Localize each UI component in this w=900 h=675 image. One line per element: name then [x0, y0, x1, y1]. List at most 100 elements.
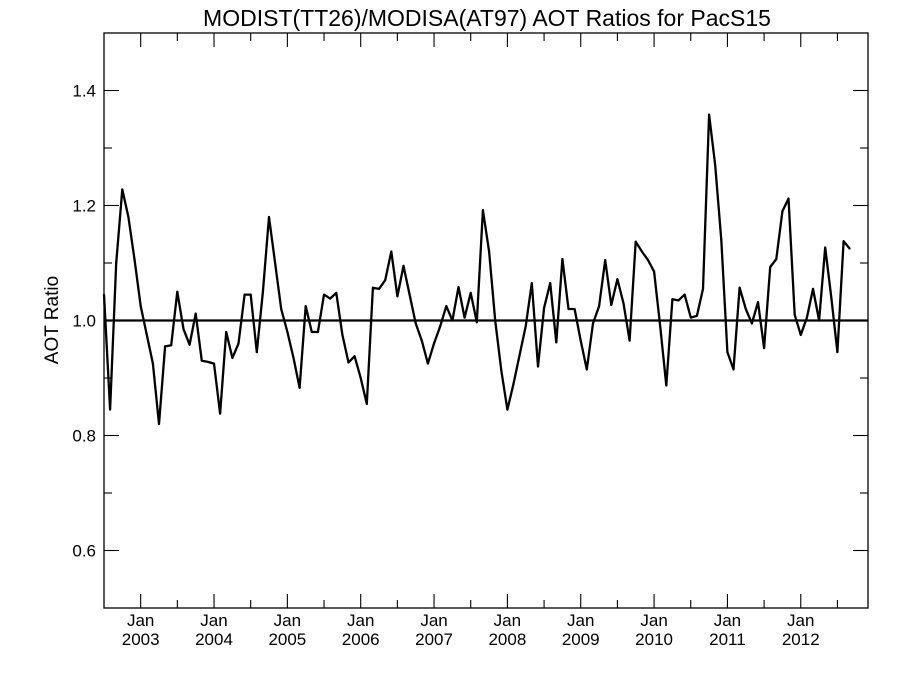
x-tick-label-month: Jan — [127, 611, 154, 630]
data-point — [604, 259, 607, 262]
x-tick-label-month: Jan — [420, 611, 447, 630]
y-tick-label: 0.6 — [72, 542, 96, 561]
data-point — [433, 342, 435, 345]
data-point — [390, 250, 393, 253]
data-point — [182, 328, 185, 331]
data-point — [109, 408, 112, 411]
y-axis-label: AOT Ratio — [42, 276, 63, 364]
data-point — [451, 319, 454, 322]
data-point — [310, 331, 313, 333]
data-point — [567, 308, 570, 310]
data-point — [708, 113, 711, 116]
data-point — [799, 333, 802, 336]
data-point — [420, 339, 423, 342]
data-point — [316, 331, 319, 333]
data-point — [726, 351, 729, 354]
data-point — [677, 299, 680, 302]
data-point — [151, 362, 154, 365]
data-point — [371, 286, 374, 289]
x-tick-label-month: Jan — [567, 611, 594, 630]
x-tick-label-year: 2006 — [342, 630, 380, 649]
x-tick-label-year: 2009 — [562, 630, 600, 649]
data-point — [830, 296, 833, 299]
data-point — [530, 282, 533, 285]
data-points — [103, 113, 851, 425]
data-point — [469, 291, 472, 294]
data-point — [481, 209, 484, 212]
data-point — [414, 322, 417, 325]
data-point — [500, 369, 503, 372]
data-point — [842, 240, 845, 243]
data-point — [292, 356, 295, 359]
data-point — [439, 325, 442, 328]
x-tick-label-year: 2004 — [195, 630, 233, 649]
data-point — [598, 305, 601, 308]
data-point — [757, 301, 759, 304]
data-point — [231, 356, 234, 359]
data-point — [384, 279, 387, 282]
data-point — [824, 246, 827, 249]
data-point — [610, 304, 613, 306]
data-point — [848, 247, 851, 250]
data-point — [738, 286, 741, 289]
data-point — [158, 423, 160, 425]
data-point — [274, 262, 277, 264]
data-point — [261, 290, 264, 293]
data-point — [787, 197, 790, 200]
data-point — [194, 312, 197, 315]
data-point — [237, 342, 240, 345]
x-tick-label-month: Jan — [640, 611, 667, 630]
data-point — [702, 287, 704, 290]
data-point — [659, 325, 662, 328]
data-point — [750, 322, 753, 325]
data-point — [164, 345, 167, 348]
data-point — [121, 188, 124, 191]
data-point — [549, 282, 552, 285]
data-point — [494, 319, 497, 322]
data-point — [616, 278, 619, 281]
y-tick-label: 1.0 — [72, 312, 96, 331]
data-point — [139, 305, 142, 308]
data-point — [653, 270, 656, 273]
data-point — [689, 316, 692, 319]
data-point — [335, 291, 338, 294]
data-point — [512, 382, 515, 385]
data-point — [836, 351, 839, 354]
data-point — [561, 258, 564, 260]
data-point — [634, 240, 637, 243]
data-point — [280, 308, 283, 310]
data-point — [396, 295, 399, 298]
data-point — [359, 377, 362, 379]
data-point — [775, 258, 778, 260]
data-point — [812, 287, 814, 290]
y-tick-label: 1.4 — [72, 82, 96, 101]
data-point — [622, 302, 625, 305]
data-point — [353, 355, 356, 358]
data-point — [341, 333, 344, 336]
data-point — [647, 259, 649, 262]
data-point — [213, 362, 215, 365]
x-tick-label-month: Jan — [787, 611, 814, 630]
y-tick-label: 0.8 — [72, 427, 96, 446]
data-point — [628, 339, 631, 342]
data-point — [115, 262, 118, 264]
data-point — [537, 365, 539, 368]
data-point — [188, 343, 191, 346]
data-point — [225, 331, 228, 333]
data-point — [555, 341, 558, 344]
data-point — [457, 286, 460, 289]
data-point — [426, 362, 429, 365]
data-point — [769, 266, 772, 268]
data-point — [592, 322, 594, 325]
data-point — [714, 164, 717, 167]
data-point — [133, 259, 136, 262]
data-point — [683, 293, 686, 296]
data-point — [640, 250, 643, 253]
data-point — [445, 305, 448, 308]
data-point — [463, 316, 466, 319]
data-point — [304, 305, 307, 308]
x-tick-label-year: 2005 — [268, 630, 306, 649]
data-point — [286, 331, 289, 333]
data-point — [145, 333, 148, 336]
